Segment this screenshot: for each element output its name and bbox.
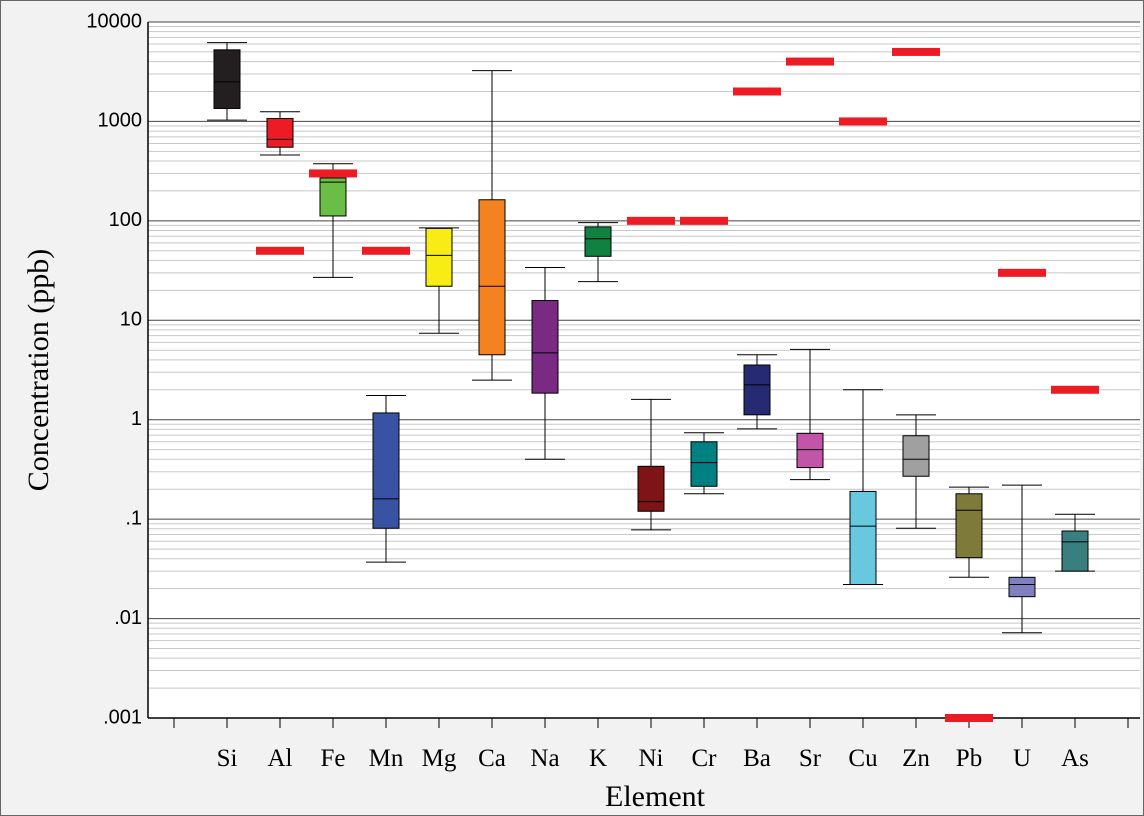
- x-tick-label: Al: [268, 745, 293, 772]
- box: [1008, 576, 1036, 598]
- box: [796, 432, 824, 469]
- x-tick-label: Ni: [639, 745, 664, 772]
- box: [266, 118, 294, 148]
- box: [531, 300, 559, 394]
- box: [955, 493, 983, 559]
- x-tick-label: Cr: [692, 745, 718, 772]
- box: [637, 465, 665, 512]
- limit-bar: [786, 57, 834, 66]
- limit-bar: [733, 87, 781, 96]
- limit-bar: [309, 169, 357, 178]
- x-tick-label: Fe: [321, 745, 346, 772]
- x-tick-label: As: [1061, 745, 1089, 772]
- x-tick-label: Pb: [956, 745, 982, 772]
- x-tick-label: Mg: [422, 745, 457, 772]
- plot-area: [148, 22, 1140, 718]
- limit-bar: [680, 216, 728, 225]
- y-axis-title: Concentration (ppb): [22, 249, 55, 491]
- box: [690, 441, 718, 487]
- y-tick-label: .01: [114, 607, 142, 629]
- box: [902, 435, 930, 477]
- box: [584, 226, 612, 257]
- x-tick-label: Sr: [799, 745, 822, 772]
- x-tick-label: Mn: [369, 745, 404, 772]
- y-tick-label: 10: [120, 309, 142, 331]
- x-tick-label: U: [1013, 745, 1031, 772]
- x-tick-label: Cu: [848, 745, 878, 772]
- x-tick-label: Ca: [478, 745, 506, 772]
- limit-bar: [1051, 385, 1099, 394]
- limit-bar: [256, 246, 304, 255]
- x-tick-label: K: [589, 745, 607, 772]
- box: [319, 177, 347, 217]
- box: [849, 490, 877, 586]
- x-tick-label: Si: [217, 745, 238, 772]
- y-tick-label: 10000: [86, 10, 142, 32]
- x-axis-title: Element: [605, 780, 706, 813]
- limit-bar: [998, 268, 1046, 277]
- limit-bar: [945, 714, 993, 722]
- limit-bar: [839, 117, 887, 126]
- box: [372, 412, 400, 529]
- x-tick-label: Ba: [743, 745, 771, 772]
- box: [478, 199, 506, 356]
- y-tick-label: 1: [131, 408, 142, 430]
- box: [1061, 530, 1089, 572]
- limit-bar: [627, 216, 675, 225]
- x-tick-label: Na: [530, 745, 559, 772]
- limit-bar: [892, 47, 940, 56]
- limit-bar: [362, 246, 410, 255]
- y-tick-label: .1: [125, 507, 142, 529]
- box: [743, 364, 771, 416]
- box: [425, 227, 453, 287]
- y-tick-label: 100: [109, 209, 142, 231]
- x-tick-label: Zn: [902, 745, 930, 772]
- box: [213, 49, 241, 109]
- y-tick-label: 1000: [98, 110, 143, 132]
- y-tick-label: .001: [103, 706, 142, 728]
